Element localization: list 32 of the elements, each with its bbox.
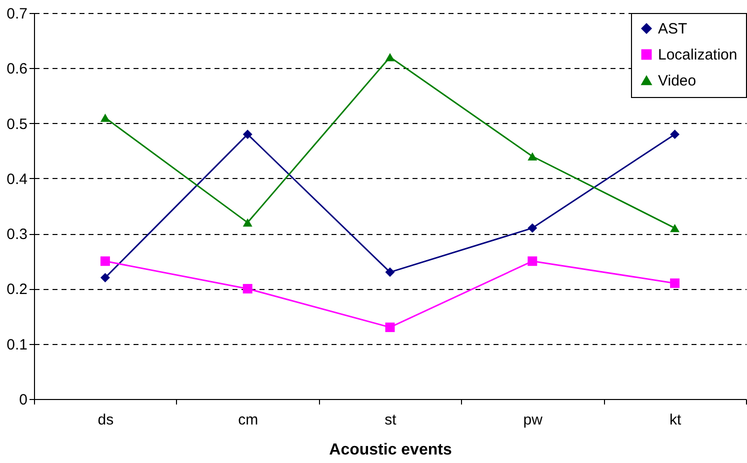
point [528, 152, 538, 160]
point [385, 267, 395, 277]
legend-label: Video [658, 72, 696, 90]
y-tick-label: 0.2 [6, 281, 28, 298]
point [528, 223, 538, 233]
point [670, 224, 680, 232]
point [242, 218, 252, 227]
y-tick-label: 0.4 [6, 170, 28, 188]
y-tick-label: 0.5 [6, 116, 28, 133]
x-tick-label: pw [523, 412, 543, 428]
y-tick-label: 0.3 [6, 226, 28, 244]
x-axis-title: Acoustic events [329, 442, 452, 458]
point [528, 256, 538, 266]
point [670, 130, 680, 140]
point [242, 284, 252, 294]
x-tick-label: kt [669, 412, 682, 428]
point [385, 53, 395, 62]
point [100, 114, 110, 122]
y-tick-label: 0.1 [6, 336, 28, 354]
y-tick-label: 0.7 [6, 6, 28, 22]
legend-label: AST [658, 20, 688, 38]
point [100, 256, 110, 266]
y-tick-label: 0 [19, 392, 28, 408]
point [670, 278, 680, 288]
x-tick-label: ds [98, 412, 114, 428]
x-tick-label: cm [238, 412, 258, 428]
legend-label: Localization [658, 46, 738, 64]
x-tick-label: st [384, 412, 398, 428]
point [100, 272, 110, 282]
y-tick-label: 0.6 [6, 60, 28, 78]
point [385, 322, 395, 332]
point [242, 130, 252, 140]
